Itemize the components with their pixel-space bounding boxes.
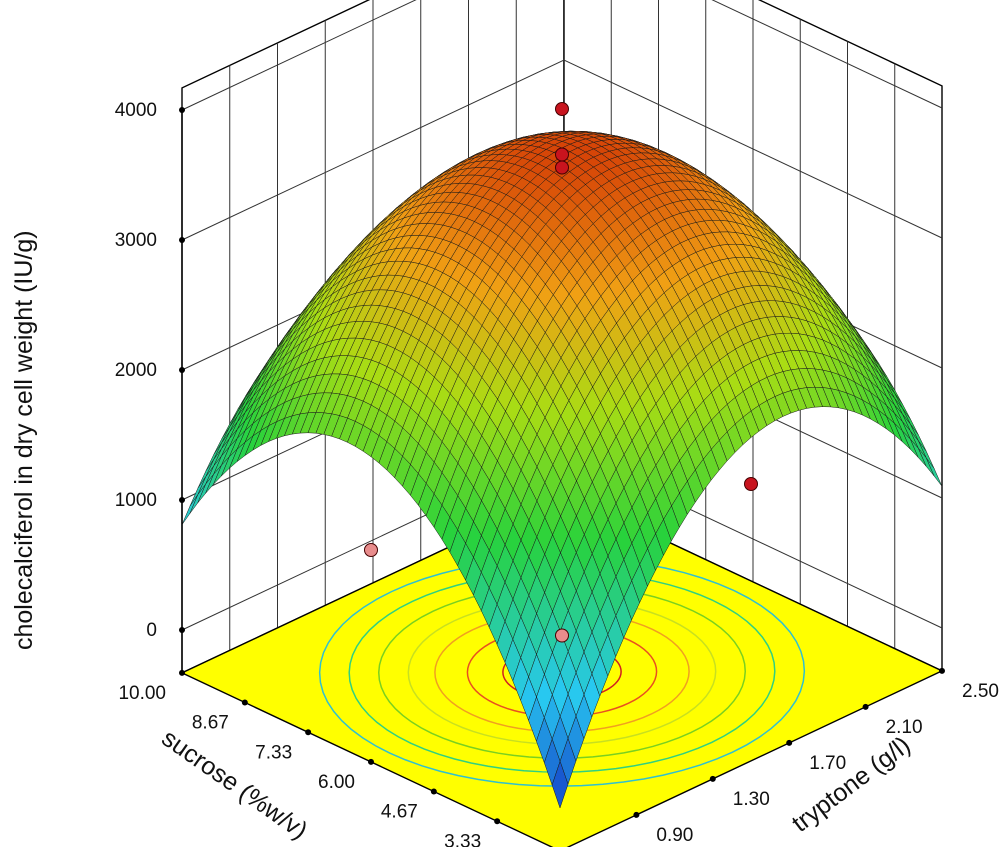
y-tick-label: 6.00 [318,772,355,793]
x-axis-label: tryptone (g/l) [787,731,916,838]
x-tick-label: 1.70 [809,753,846,774]
y-tick-label: 8.67 [192,712,229,733]
y-tick-mark [241,699,248,706]
wall-grid-line [181,0,943,111]
y-tick-mark [494,818,501,825]
response-surface [181,130,943,809]
z-tick-label: 1000 [115,490,157,511]
x-tick-mark [862,703,869,710]
z-tick-mark [179,107,185,113]
design-point [555,147,569,162]
z-tick-label: 0 [146,620,157,641]
z-axis-label: cholecalciferol in dry cell weight (IU/g… [10,230,38,650]
axes: 010002000300040002.003.334.676.007.338.6… [115,100,999,847]
y-tick-label: 10.00 [118,683,166,704]
z-tick-mark [179,627,185,633]
x-tick-mark [786,739,793,746]
design-point [555,102,569,116]
x-tick-mark [709,775,716,782]
y-tick-label: 7.33 [255,742,292,763]
x-tick-label: 0.90 [656,825,693,846]
x-tick-mark [939,667,945,674]
x-tick-label: 2.50 [962,681,999,702]
design-point [744,477,758,491]
surface-patch [551,760,569,809]
y-tick-mark [430,788,437,795]
y-tick-label: 3.33 [444,831,481,847]
x-tick-label: 1.30 [733,789,770,810]
x-tick-label: 2.10 [886,717,923,738]
design-point [364,543,378,557]
y-tick-label: 4.67 [381,801,418,822]
design-point [555,628,569,643]
design-points [364,102,758,643]
z-tick-label: 2000 [115,360,157,381]
z-tick-label: 3000 [115,230,157,251]
z-tick-mark [179,497,185,503]
design-point [555,160,569,175]
wall-grid-line [181,59,943,241]
x-tick-mark [633,811,640,818]
y-tick-mark [305,729,312,736]
z-tick-label: 4000 [115,100,157,121]
z-tick-mark [179,367,185,373]
z-tick-mark [179,237,185,243]
y-tick-mark [179,669,185,676]
y-tick-mark [368,758,374,765]
